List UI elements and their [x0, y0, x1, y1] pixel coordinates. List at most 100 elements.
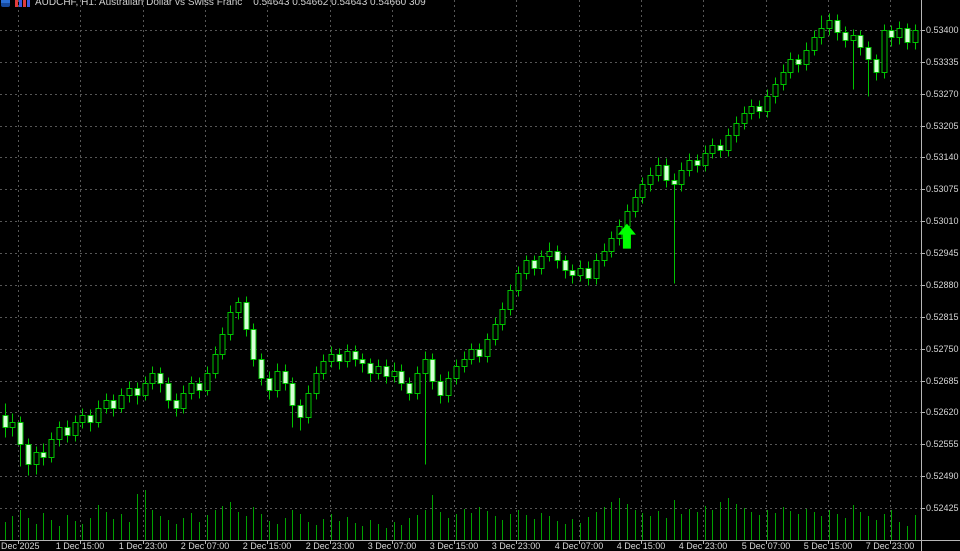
time-label: 1 Dec 23:00	[118, 541, 168, 551]
price-label: 0.53205	[926, 121, 959, 131]
time-label: 3 Dec 23:00	[491, 541, 541, 551]
price-label: 0.52685	[926, 376, 959, 386]
candle-body	[787, 59, 794, 73]
time-label: 4 Dec 15:00	[616, 541, 666, 551]
time-label: 7 Dec 23:00	[865, 541, 915, 551]
candle-body	[593, 260, 600, 279]
price-label: 0.52815	[926, 312, 959, 322]
candle-body	[33, 452, 40, 465]
candle-body	[741, 113, 748, 124]
candle-body	[367, 363, 374, 374]
candle-body	[881, 30, 888, 73]
candle-body	[422, 359, 429, 374]
candle-body	[865, 47, 872, 60]
candle-body	[484, 339, 491, 357]
candle-body	[850, 35, 857, 41]
candle-body	[2, 415, 9, 428]
candle-body	[188, 383, 195, 394]
candle-body	[391, 371, 398, 377]
candle-body	[64, 427, 71, 436]
candle-body	[461, 359, 468, 367]
candle-body	[344, 351, 351, 362]
price-label: 0.52880	[926, 280, 959, 290]
candle-body	[577, 268, 584, 276]
candle-body	[149, 373, 156, 384]
candle-body	[219, 334, 226, 355]
candle-body	[655, 165, 662, 176]
candle-body	[632, 197, 639, 212]
candle-body	[756, 106, 763, 112]
candle-body	[818, 28, 825, 38]
price-label: 0.53400	[926, 25, 959, 35]
candle-body	[165, 383, 172, 401]
candle-body	[445, 378, 452, 396]
time-label: 4 Dec 23:00	[678, 541, 728, 551]
red-bar-glyph	[15, 0, 18, 7]
candle-body	[826, 20, 833, 29]
candle-body	[468, 349, 475, 360]
candle-body	[647, 175, 654, 185]
candle-body	[352, 351, 359, 360]
candle-body	[717, 145, 724, 151]
candle-body	[258, 359, 265, 379]
candle-body	[235, 302, 242, 313]
candle-body	[429, 359, 436, 382]
candle-body	[569, 270, 576, 276]
candle-body	[896, 28, 903, 38]
candle-body	[359, 359, 366, 364]
candle-body	[173, 400, 180, 409]
candle-body	[79, 415, 86, 423]
candle-body	[888, 30, 895, 38]
time-label: 3 Dec 15:00	[429, 541, 479, 551]
price-label: 0.53140	[926, 152, 959, 162]
candle-body	[639, 184, 646, 198]
candle-body	[748, 106, 755, 114]
candle-body	[803, 50, 810, 65]
time-label: 4 Dec 07:00	[554, 541, 604, 551]
buy-arrow-icon	[617, 223, 636, 249]
chart-header: AUDCHF, H1: Australian Dollar vs Swiss F…	[1, 0, 426, 8]
candle-body	[56, 427, 63, 440]
candle-body	[25, 444, 32, 465]
candle-body	[811, 37, 818, 51]
candle-body	[414, 373, 421, 394]
candle-body	[383, 366, 390, 377]
candle-body	[531, 260, 538, 269]
candle-body	[857, 35, 864, 48]
candle-body	[476, 349, 483, 357]
chart-bars-icon[interactable]	[15, 0, 30, 7]
candle-body	[795, 59, 802, 65]
window-menu-icon[interactable]	[1, 0, 10, 7]
price-label: 0.52750	[926, 344, 959, 354]
ohlcv-quotes-label: 0.54643 0.54662 0.54643 0.54660 309	[253, 0, 426, 8]
candle-body	[678, 170, 685, 185]
candle-body	[87, 415, 94, 423]
candle-body	[40, 452, 47, 458]
candle-body	[554, 251, 561, 261]
price-label: 0.53010	[926, 216, 959, 226]
candle-body	[118, 395, 125, 409]
candle-body	[873, 59, 880, 73]
candle-body	[266, 378, 273, 391]
candle-body	[601, 251, 608, 261]
price-label: 0.52620	[926, 407, 959, 417]
time-label: 2 Dec 23:00	[305, 541, 355, 551]
candle-body	[406, 383, 413, 394]
price-label: 0.52555	[926, 439, 959, 449]
candle-body	[507, 290, 514, 310]
time-label: 3 Dec 07:00	[367, 541, 417, 551]
symbol-info-label: AUDCHF, H1: Australian Dollar vs Swiss F…	[35, 0, 243, 8]
candle-body	[305, 393, 312, 418]
candle-body	[204, 373, 211, 391]
time-label: 1 Dec 15:00	[55, 541, 105, 551]
price-label: 0.52490	[926, 471, 959, 481]
candle-body	[375, 366, 382, 374]
candle-body	[398, 371, 405, 384]
candle-body	[17, 422, 24, 445]
candle-body	[196, 383, 203, 391]
time-label: 2 Dec 07:00	[180, 541, 230, 551]
candle-body	[585, 268, 592, 279]
candle-body	[694, 160, 701, 166]
